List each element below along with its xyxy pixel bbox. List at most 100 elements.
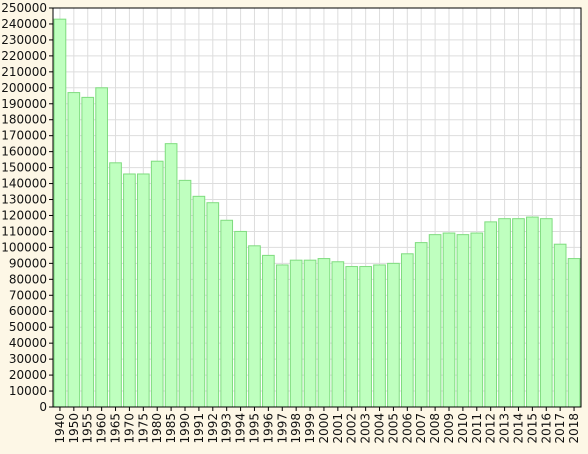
y-tick-label: 60000: [9, 304, 47, 318]
x-tick-label: 1955: [81, 413, 95, 444]
x-tick-label: 2002: [345, 413, 359, 444]
bar-2010: [456, 234, 470, 408]
bar-2001: [331, 261, 345, 408]
x-tick-label: 2013: [498, 413, 512, 444]
x-tick-label: 2018: [567, 413, 581, 444]
bar-2018: [567, 258, 581, 408]
bar-1996: [262, 254, 275, 408]
bar-1992: [206, 202, 220, 408]
x-tick-label: 2015: [525, 413, 539, 444]
bar-2011: [470, 232, 484, 408]
x-tick-label: 2000: [317, 413, 331, 444]
bar-2014: [512, 218, 525, 408]
y-axis-tick-labels: 0 10000 20000 30000 40000 50000 60000 70000 8000…: [1, 1, 47, 414]
x-tick-label: 1985: [164, 413, 178, 444]
bar-2005: [387, 262, 400, 408]
y-tick-label: 210000: [1, 65, 47, 79]
bar-1940: [53, 18, 67, 408]
x-tick-label: 1992: [206, 413, 220, 444]
bar-1980: [150, 160, 164, 408]
y-tick-label: 250000: [1, 1, 47, 15]
y-tick-label: 70000: [9, 288, 47, 302]
y-tick-label: 80000: [9, 272, 47, 286]
x-tick-label: 1999: [303, 413, 317, 444]
bar-2013: [498, 218, 511, 408]
y-tick-label: 0: [39, 400, 47, 414]
y-tick-label: 180000: [1, 113, 47, 127]
bar-1991: [192, 195, 206, 408]
bar-2009: [442, 232, 456, 408]
bar-1997: [275, 264, 289, 408]
x-tick-label: 1940: [53, 413, 67, 444]
y-tick-label: 220000: [1, 49, 47, 63]
x-tick-label: 2005: [386, 413, 400, 444]
y-tick-label: 10000: [9, 384, 47, 398]
bar-2012: [484, 221, 498, 408]
y-tick-label: 110000: [1, 224, 47, 238]
bar-2007: [414, 242, 428, 408]
plot-frame: [52, 7, 582, 408]
y-tick-label: 90000: [9, 256, 47, 270]
y-tick-label: 20000: [9, 368, 47, 382]
bar-1970: [123, 173, 136, 408]
bar-2017: [553, 243, 567, 408]
bar-2004: [373, 264, 386, 408]
bar-2003: [359, 266, 372, 408]
y-tick-label: 100000: [1, 240, 47, 254]
y-tick-label: 200000: [1, 81, 47, 95]
bar-2006: [400, 253, 414, 408]
x-tick-label: 2017: [553, 413, 567, 444]
y-tick-label: 130000: [1, 193, 47, 207]
y-tick-label: 50000: [9, 320, 47, 334]
bar-2008: [428, 234, 442, 408]
x-tick-label: 2006: [400, 413, 414, 444]
x-tick-label: 1990: [178, 413, 192, 444]
x-tick-label: 2012: [484, 413, 498, 444]
bar-1950: [67, 92, 81, 408]
x-tick-label: 1994: [234, 413, 248, 444]
x-tick-label: 1950: [67, 413, 81, 444]
x-tick-label: 1975: [136, 413, 150, 444]
axes: [49, 7, 582, 411]
x-tick-label: 1980: [150, 413, 164, 444]
x-tick-label: 2011: [470, 413, 484, 444]
bar-1994: [234, 230, 247, 408]
bar-2000: [317, 258, 331, 408]
y-tick-label: 140000: [1, 177, 47, 191]
x-tick-label: 1965: [109, 413, 123, 444]
bars: [53, 18, 581, 408]
x-tick-label: 1960: [95, 413, 109, 444]
x-tick-label: 1995: [247, 413, 261, 444]
bar-1995: [248, 245, 261, 408]
y-tick-label: 30000: [9, 352, 47, 366]
x-tick-label: 1997: [275, 413, 289, 444]
y-tick-label: 40000: [9, 336, 47, 350]
bar-2002: [345, 266, 359, 408]
x-tick-label: 2007: [414, 413, 428, 444]
x-tick-label: 1991: [192, 413, 206, 444]
y-tick-label: 120000: [1, 208, 47, 222]
bar-1975: [136, 173, 150, 408]
x-tick-label: 1993: [220, 413, 234, 444]
bar-1999: [303, 259, 317, 408]
x-tick-label: 2009: [442, 413, 456, 444]
bar-2015: [526, 216, 539, 408]
bar-1993: [220, 219, 234, 408]
x-tick-label: 2010: [456, 413, 470, 444]
x-tick-label: 2014: [511, 413, 525, 444]
x-tick-label: 2004: [373, 413, 387, 444]
x-tick-label: 1970: [122, 413, 136, 444]
x-tick-label: 2016: [539, 413, 553, 444]
x-tick-label: 1996: [261, 413, 275, 444]
y-tick-label: 230000: [1, 33, 47, 47]
y-tick-label: 150000: [1, 161, 47, 175]
x-axis-tick-labels: 1940 1950 1955 1960 1965 1970 1975 1980 1985 1990…: [53, 413, 581, 444]
x-tick-label: 2008: [428, 413, 442, 444]
bar-1955: [81, 96, 95, 408]
x-tick-label: 2001: [331, 413, 345, 444]
x-tick-label: 1998: [289, 413, 303, 444]
bar-1965: [109, 162, 122, 408]
bar-1960: [95, 87, 108, 408]
